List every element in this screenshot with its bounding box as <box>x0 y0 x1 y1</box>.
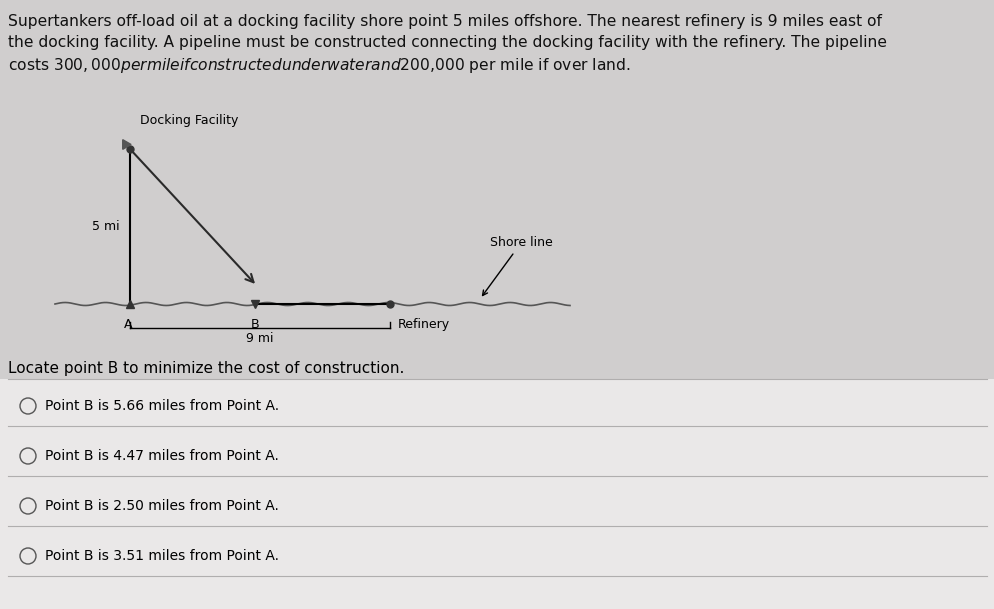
Text: Shore line: Shore line <box>482 236 553 295</box>
Text: Point B is 3.51 miles from Point A.: Point B is 3.51 miles from Point A. <box>45 549 278 563</box>
Text: Supertankers off-load oil at a docking facility shore point 5 miles offshore. Th: Supertankers off-load oil at a docking f… <box>8 14 881 29</box>
Text: Point B is 5.66 miles from Point A.: Point B is 5.66 miles from Point A. <box>45 399 279 413</box>
Text: Point B is 2.50 miles from Point A.: Point B is 2.50 miles from Point A. <box>45 499 278 513</box>
Text: B: B <box>250 318 259 331</box>
Text: the docking facility. A pipeline must be constructed connecting the docking faci: the docking facility. A pipeline must be… <box>8 35 886 50</box>
Text: Locate point B to minimize the cost of construction.: Locate point B to minimize the cost of c… <box>8 361 404 376</box>
Text: 5 mi: 5 mi <box>92 220 120 233</box>
Text: Point B is 4.47 miles from Point A.: Point B is 4.47 miles from Point A. <box>45 449 278 463</box>
Text: A: A <box>123 318 132 331</box>
FancyBboxPatch shape <box>0 0 994 379</box>
Text: Refinery: Refinery <box>398 318 449 331</box>
FancyBboxPatch shape <box>0 379 994 609</box>
Text: costs $300,000 per mile if constructed underwater and $200,000 per mile if over : costs $300,000 per mile if constructed u… <box>8 56 630 75</box>
Text: 9 mi: 9 mi <box>246 332 273 345</box>
Text: Docking Facility: Docking Facility <box>140 114 239 127</box>
